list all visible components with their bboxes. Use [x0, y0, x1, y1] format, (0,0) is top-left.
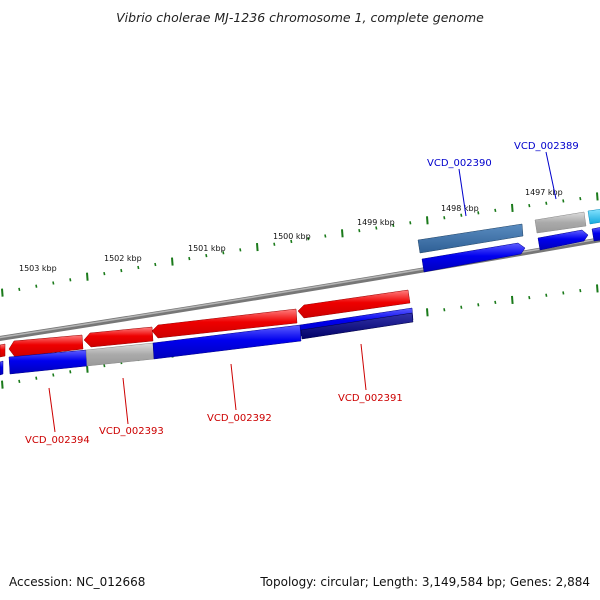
chromosome-backbone-highlight	[0, 237, 600, 339]
ruler-minor-tick	[358, 228, 361, 233]
gene-feature	[297, 289, 411, 319]
ruler-minor-tick	[579, 288, 582, 293]
ruler-minor-tick	[545, 201, 548, 205]
ruler-major-tick	[596, 284, 599, 293]
ruler-major-tick	[341, 229, 344, 238]
ruler-label-1498: 1498 kbp	[441, 204, 479, 213]
ruler-minor-tick	[239, 248, 242, 252]
ruler-minor-tick	[205, 253, 208, 258]
chromosome-backbone	[0, 237, 600, 341]
gene-feature	[8, 334, 84, 358]
ruler-minor-tick	[528, 203, 531, 208]
gene-label-reverse[interactable]: VCD_002391	[338, 393, 403, 404]
gene-labels: VCD_002390 VCD_002389 VCD_002394 VCD_002…	[25, 141, 579, 446]
reverse-strand-lower	[0, 307, 414, 376]
gene-feature	[417, 223, 524, 254]
gene-feature	[421, 242, 526, 273]
map-title: Vibrio cholerae MJ-1236 chromosome 1, co…	[116, 10, 484, 25]
ruler-label-1503: 1503 kbp	[19, 264, 57, 273]
ruler-minor-tick	[69, 278, 72, 282]
gene-label-forward[interactable]: VCD_002389	[514, 141, 579, 152]
ruler-minor-tick	[103, 271, 106, 276]
forward-strand-upper	[417, 209, 600, 254]
ruler-minor-tick	[120, 268, 123, 273]
ruler-minor-tick	[52, 373, 55, 377]
genome-summary-text: Topology: circular; Length: 3,149,584 bp…	[260, 575, 590, 589]
ruler-minor-tick	[443, 216, 446, 220]
ruler-major-tick	[256, 242, 259, 252]
ruler-minor-tick	[324, 234, 327, 238]
ruler-major-tick	[511, 295, 514, 305]
ruler-minor-tick	[137, 265, 140, 270]
ruler-minor-tick	[562, 199, 565, 203]
ruler-minor-tick	[545, 293, 548, 297]
gene-label-forward[interactable]: VCD_002390	[427, 158, 492, 169]
ruler-major-tick	[1, 380, 4, 389]
ruler-minor-tick	[188, 256, 191, 261]
ruler-minor-tick	[35, 376, 38, 380]
ruler-major-tick	[596, 192, 599, 201]
ruler-minor-tick	[222, 251, 225, 255]
ruler-minor-tick	[69, 370, 72, 374]
gene-feature	[534, 211, 587, 234]
ruler-minor-tick	[579, 196, 582, 201]
ruler-minor-tick	[443, 308, 446, 312]
ruler-minor-tick	[18, 379, 21, 384]
ruler-major-tick	[1, 288, 4, 297]
gene-label-reverse[interactable]: VCD_002392	[207, 413, 272, 424]
ruler-major-tick	[426, 216, 429, 225]
ruler-minor-tick	[154, 262, 157, 267]
ruler-minor-tick	[290, 239, 293, 244]
ruler-label-1499: 1499 kbp	[357, 218, 395, 227]
gene-feature	[587, 209, 600, 225]
ruler-minor-tick	[460, 305, 463, 309]
ruler-minor-tick	[477, 211, 480, 215]
gene-feature	[83, 326, 154, 348]
gene-feature	[537, 229, 589, 251]
gene-label-reverse[interactable]: VCD_002393	[99, 426, 164, 437]
ruler-major-tick	[511, 203, 514, 213]
ruler-minor-tick	[18, 287, 21, 292]
ruler-minor-tick	[307, 237, 310, 241]
gene-feature	[151, 308, 298, 339]
ruler-minor-tick	[409, 221, 412, 225]
ruler-minor-tick	[562, 291, 565, 295]
ruler-label-1501: 1501 kbp	[188, 244, 226, 253]
accession-text: Accession: NC_012668	[9, 575, 146, 589]
ruler-minor-tick	[477, 303, 480, 307]
ruler-outer: 1503 kbp 1502 kbp 1501 kbp 1500 kbp 1499…	[1, 188, 599, 297]
gene-feature	[152, 324, 302, 360]
gene-label-reverse[interactable]: VCD_002394	[25, 435, 90, 446]
ruler-minor-tick	[460, 213, 463, 217]
ruler-label-1502: 1502 kbp	[104, 254, 142, 263]
ruler-major-tick	[426, 308, 429, 317]
ruler-minor-tick	[528, 295, 531, 300]
ruler-minor-tick	[494, 208, 497, 213]
gene-feature	[0, 360, 4, 376]
gene-feature	[0, 343, 6, 358]
callout-lines	[48, 151, 557, 433]
ruler-major-tick	[171, 257, 174, 266]
ruler-minor-tick	[392, 223, 395, 228]
ruler-minor-tick	[52, 281, 55, 285]
ruler-minor-tick	[494, 300, 497, 305]
gene-feature	[591, 227, 600, 242]
ruler-minor-tick	[375, 226, 378, 230]
reverse-strand-upper	[0, 289, 411, 358]
ruler-major-tick	[86, 272, 89, 281]
forward-strand-lower	[421, 227, 600, 273]
ruler-label-1500: 1500 kbp	[273, 232, 311, 241]
ruler-ticks	[1, 192, 599, 297]
ruler-minor-tick	[273, 242, 276, 246]
ruler-minor-tick	[103, 363, 106, 368]
ruler-label-1497: 1497 kbp	[525, 188, 563, 197]
ruler-minor-tick	[35, 284, 38, 288]
gene-feature	[300, 312, 414, 340]
